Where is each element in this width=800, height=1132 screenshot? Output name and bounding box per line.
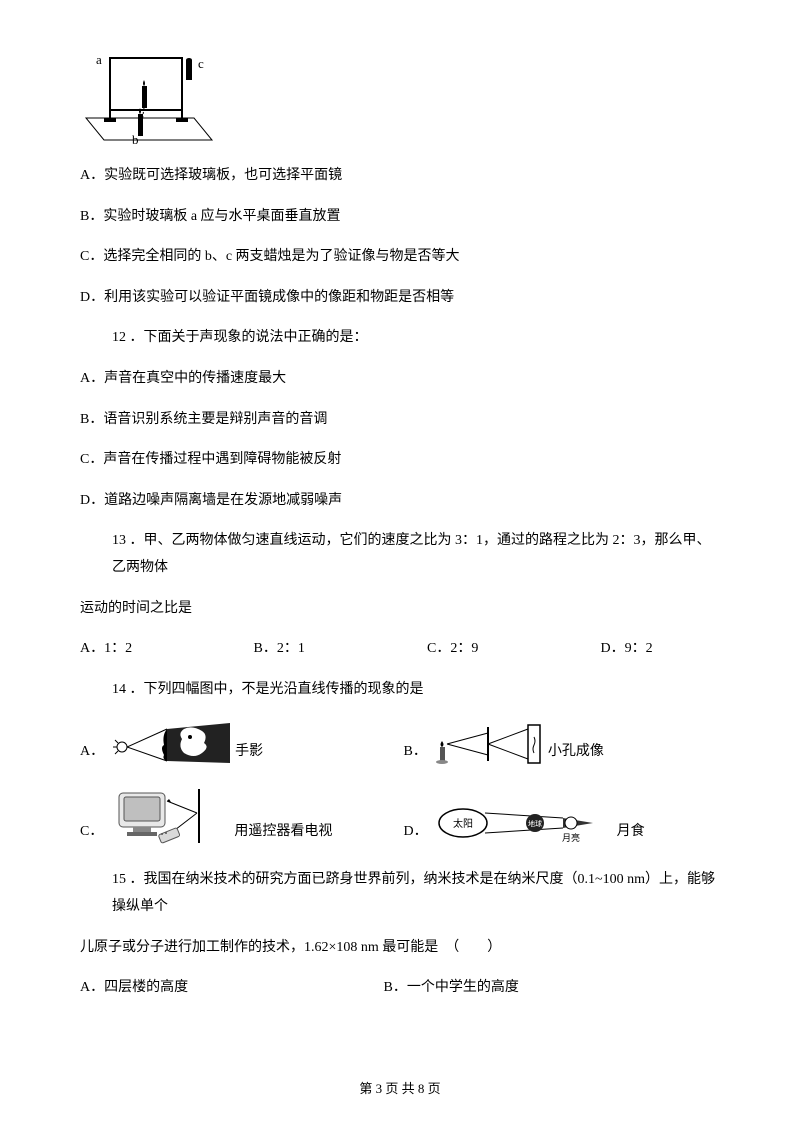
q12-opt-c: C．声音在传播过程中遇到障碍物能被反射 xyxy=(80,447,720,474)
q13-opt-c: C．2：9 xyxy=(427,636,597,663)
q14-stem: 14 ．下列四幅图中，不是光沿直线传播的现象的是 xyxy=(80,677,720,704)
q12-opt-d: D．道路边噪声隔离墙是在发源地减弱噪声 xyxy=(80,488,720,515)
q11-opt-c: C．选择完全相同的 b、c 两支蜡烛是为了验证像与物是否等大 xyxy=(80,244,720,271)
q15-stem-a: 15 ．我国在纳米技术的研究方面已跻身世界前列，纳米技术是在纳米尺度（0.1~1… xyxy=(112,872,715,914)
q14-c-label: C． xyxy=(80,819,103,846)
q15-opt-a: A．四层楼的高度 xyxy=(80,975,380,1002)
q14-d-figure: 太阳 地球 月亮 xyxy=(435,801,595,845)
q14-b-label: B． xyxy=(404,739,427,766)
q13-opt-d: D．9：2 xyxy=(601,636,653,663)
q13-options: A．1：2 B．2：1 C．2：9 D．9：2 xyxy=(80,636,720,663)
svg-text:月亮: 月亮 xyxy=(562,832,580,843)
q14-a-caption: 手影 xyxy=(235,739,263,766)
q11-opt-b: B．实验时玻璃板 a 应与水平桌面垂直放置 xyxy=(80,204,720,231)
q14-c-caption: 用遥控器看电视 xyxy=(234,819,332,846)
q12-opt-a: A．声音在真空中的传播速度最大 xyxy=(80,366,720,393)
q13-stem-a: 13 ．甲、乙两物体做匀速直线运动，它们的速度之比为 3：1，通过的路程之比为 … xyxy=(112,533,711,575)
q14-row2: C． 用遥控器看电视 D． 太阳 地球 月亮 月食 xyxy=(80,787,720,845)
q13-opt-a: A．1：2 xyxy=(80,636,250,663)
q12-opt-b: B．语音识别系统主要是辩别声音的音调 xyxy=(80,407,720,434)
q14-c-figure xyxy=(111,787,231,845)
q12-stem: 12 ．下面关于声现象的说法中正确的是： xyxy=(80,325,720,352)
label-a: a xyxy=(96,52,102,67)
q14-a-label: A． xyxy=(80,739,104,766)
q14-d-label: D． xyxy=(404,819,428,846)
q15-opt-b: B．一个中学生的高度 xyxy=(384,975,519,1002)
q13-stem-b: 运动的时间之比是 xyxy=(80,596,720,623)
q11-opt-d: D．利用该实验可以验证平面镜成像中的像距和物距是否相等 xyxy=(80,285,720,312)
label-c: c xyxy=(198,56,204,71)
q13-opt-b: B．2：1 xyxy=(254,636,424,663)
q14-d-caption: 月食 xyxy=(617,819,645,846)
q11-figure: a c b xyxy=(84,50,720,145)
q13-stem: 13 ．甲、乙两物体做匀速直线运动，它们的速度之比为 3：1，通过的路程之比为 … xyxy=(80,528,720,581)
q15-options: A．四层楼的高度 B．一个中学生的高度 xyxy=(80,975,720,1002)
q14-row1: A． 手影 B． 小孔成像 xyxy=(80,717,720,765)
label-b: b xyxy=(132,132,139,145)
q11-opt-a: A．实验既可选择玻璃板，也可选择平面镜 xyxy=(80,163,720,190)
q14-b-figure xyxy=(434,719,544,765)
q15-stem-b: 儿原子或分子进行加工制作的技术，1.62×108 nm 最可能是 （ ） xyxy=(80,935,720,962)
svg-text:太阳: 太阳 xyxy=(453,817,473,830)
q14-b-caption: 小孔成像 xyxy=(548,739,604,766)
q14-a-figure xyxy=(112,717,232,765)
q15-stem: 15 ．我国在纳米技术的研究方面已跻身世界前列，纳米技术是在纳米尺度（0.1~1… xyxy=(80,867,720,920)
page-footer: 第 3 页 共 8 页 xyxy=(0,1077,800,1102)
svg-text:地球: 地球 xyxy=(528,819,542,828)
